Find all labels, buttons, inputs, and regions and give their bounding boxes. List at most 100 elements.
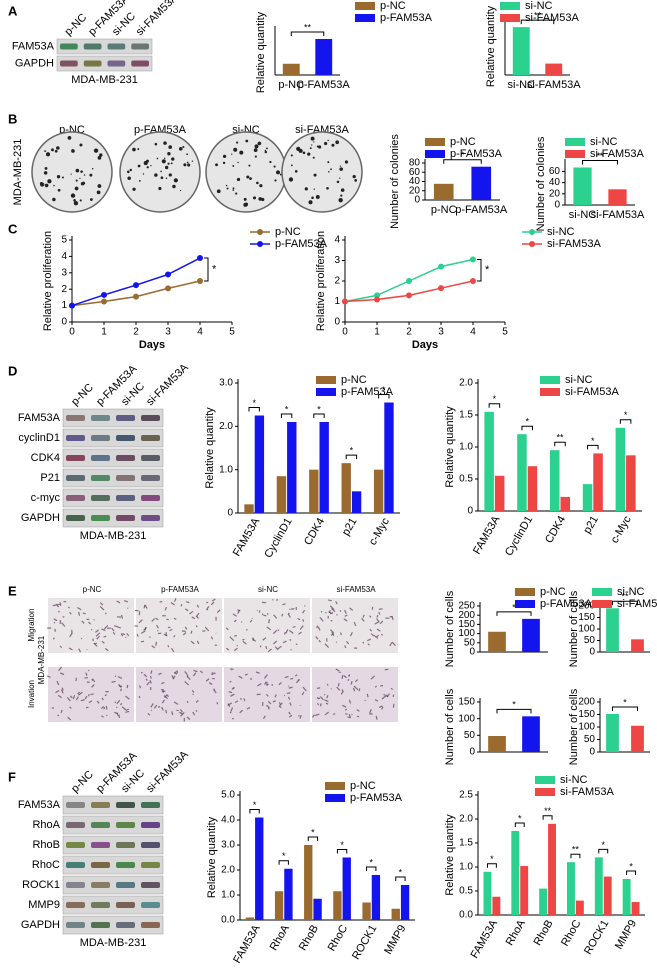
colony <box>145 159 149 163</box>
y-axis-label: Relative quantity <box>255 11 267 93</box>
colony <box>338 197 343 203</box>
significance-bracket <box>514 822 525 827</box>
side-label: MDA-MB-231 <box>12 139 24 206</box>
cell <box>56 604 60 608</box>
cell <box>179 711 183 715</box>
cell <box>195 625 198 628</box>
colony <box>168 173 172 177</box>
cell <box>319 696 324 701</box>
cell <box>353 685 359 691</box>
x-tick-label: 4 <box>470 327 476 338</box>
cell <box>140 671 143 674</box>
blot-band <box>116 922 135 928</box>
bar <box>593 453 603 511</box>
colony <box>45 152 51 157</box>
cell <box>373 634 379 639</box>
cell <box>169 628 173 632</box>
image-column-label: si-FAM53A <box>336 585 376 594</box>
colony <box>99 153 103 157</box>
colony <box>340 194 343 197</box>
x-tick-label: CyclinD1 <box>503 514 535 558</box>
blot-band <box>91 515 110 521</box>
significance-label: * <box>382 385 386 395</box>
blot-band <box>141 515 160 521</box>
cell <box>136 633 139 637</box>
cell <box>329 629 335 634</box>
significance-label: ** <box>596 151 604 161</box>
x-tick-label: 1 <box>374 327 380 338</box>
cell <box>381 706 384 710</box>
blot-band <box>66 802 85 808</box>
cell <box>349 607 354 611</box>
cell <box>165 709 168 714</box>
cell <box>101 640 105 644</box>
cell <box>234 634 237 637</box>
y-tick-label: 250 <box>458 601 475 612</box>
blot-band <box>131 60 149 67</box>
legend-label: si-FAM53A <box>565 386 619 398</box>
bar <box>626 455 636 511</box>
blot-row-label: GAPDH <box>15 57 54 69</box>
cell <box>312 714 315 718</box>
colony <box>81 181 86 185</box>
cell <box>292 625 296 628</box>
cell <box>114 711 118 715</box>
cell <box>114 625 119 628</box>
blot-column-label: si-FAM53A <box>134 0 181 38</box>
y-axis-label: Relative proliferation <box>315 231 327 331</box>
x-tick-label: CDK4 <box>543 514 568 545</box>
y-tick-label: 200 <box>578 697 595 708</box>
cell <box>61 687 64 691</box>
legend-swatch <box>565 138 585 146</box>
bar <box>631 639 644 652</box>
blot-band <box>116 822 135 828</box>
y-tick-label: 50 <box>464 730 476 741</box>
colony <box>187 163 191 167</box>
blot-band <box>141 842 160 848</box>
cell <box>69 632 73 638</box>
blot-band <box>107 43 126 50</box>
cell <box>95 629 99 633</box>
x-tick-label: 2 <box>133 327 139 338</box>
cell <box>170 601 175 606</box>
cell <box>243 698 246 701</box>
cell <box>96 700 100 704</box>
significance-bracket <box>280 413 293 418</box>
cell <box>294 674 298 677</box>
panel-label: D <box>8 363 17 378</box>
cell <box>119 688 123 692</box>
bar <box>319 422 329 513</box>
cell <box>117 676 123 679</box>
cell <box>67 606 70 609</box>
blot-strip <box>62 895 164 915</box>
cell <box>103 625 109 630</box>
colony <box>309 147 312 150</box>
data-point <box>133 282 139 289</box>
cell <box>185 601 190 604</box>
bar <box>511 831 520 915</box>
y-tick-label: 0 <box>227 508 233 519</box>
blot-strip <box>62 428 164 448</box>
y-tick-label: 150 <box>578 612 595 623</box>
bar <box>304 845 313 920</box>
cell <box>272 599 274 601</box>
colony <box>57 188 61 192</box>
cell <box>345 640 350 645</box>
cell <box>274 694 277 698</box>
significance-label: * <box>461 150 465 160</box>
blot-band <box>91 495 110 501</box>
y-axis-label: Relative quantity <box>444 406 456 488</box>
significance-bracket <box>313 413 325 418</box>
significance-bracket <box>554 441 566 447</box>
colony <box>137 164 141 168</box>
cell <box>266 626 271 631</box>
y-tick-label: 0.0 <box>459 910 473 921</box>
bar <box>573 167 592 205</box>
legend-marker <box>529 229 535 235</box>
cell <box>285 629 289 634</box>
blot-band <box>141 435 160 441</box>
colony <box>232 187 235 190</box>
blot-band <box>91 902 110 908</box>
y-tick-label: 1.0 <box>459 862 473 873</box>
colony <box>318 145 322 149</box>
